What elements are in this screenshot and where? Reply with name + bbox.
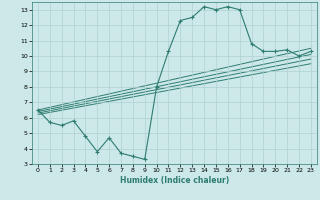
X-axis label: Humidex (Indice chaleur): Humidex (Indice chaleur) <box>120 176 229 185</box>
